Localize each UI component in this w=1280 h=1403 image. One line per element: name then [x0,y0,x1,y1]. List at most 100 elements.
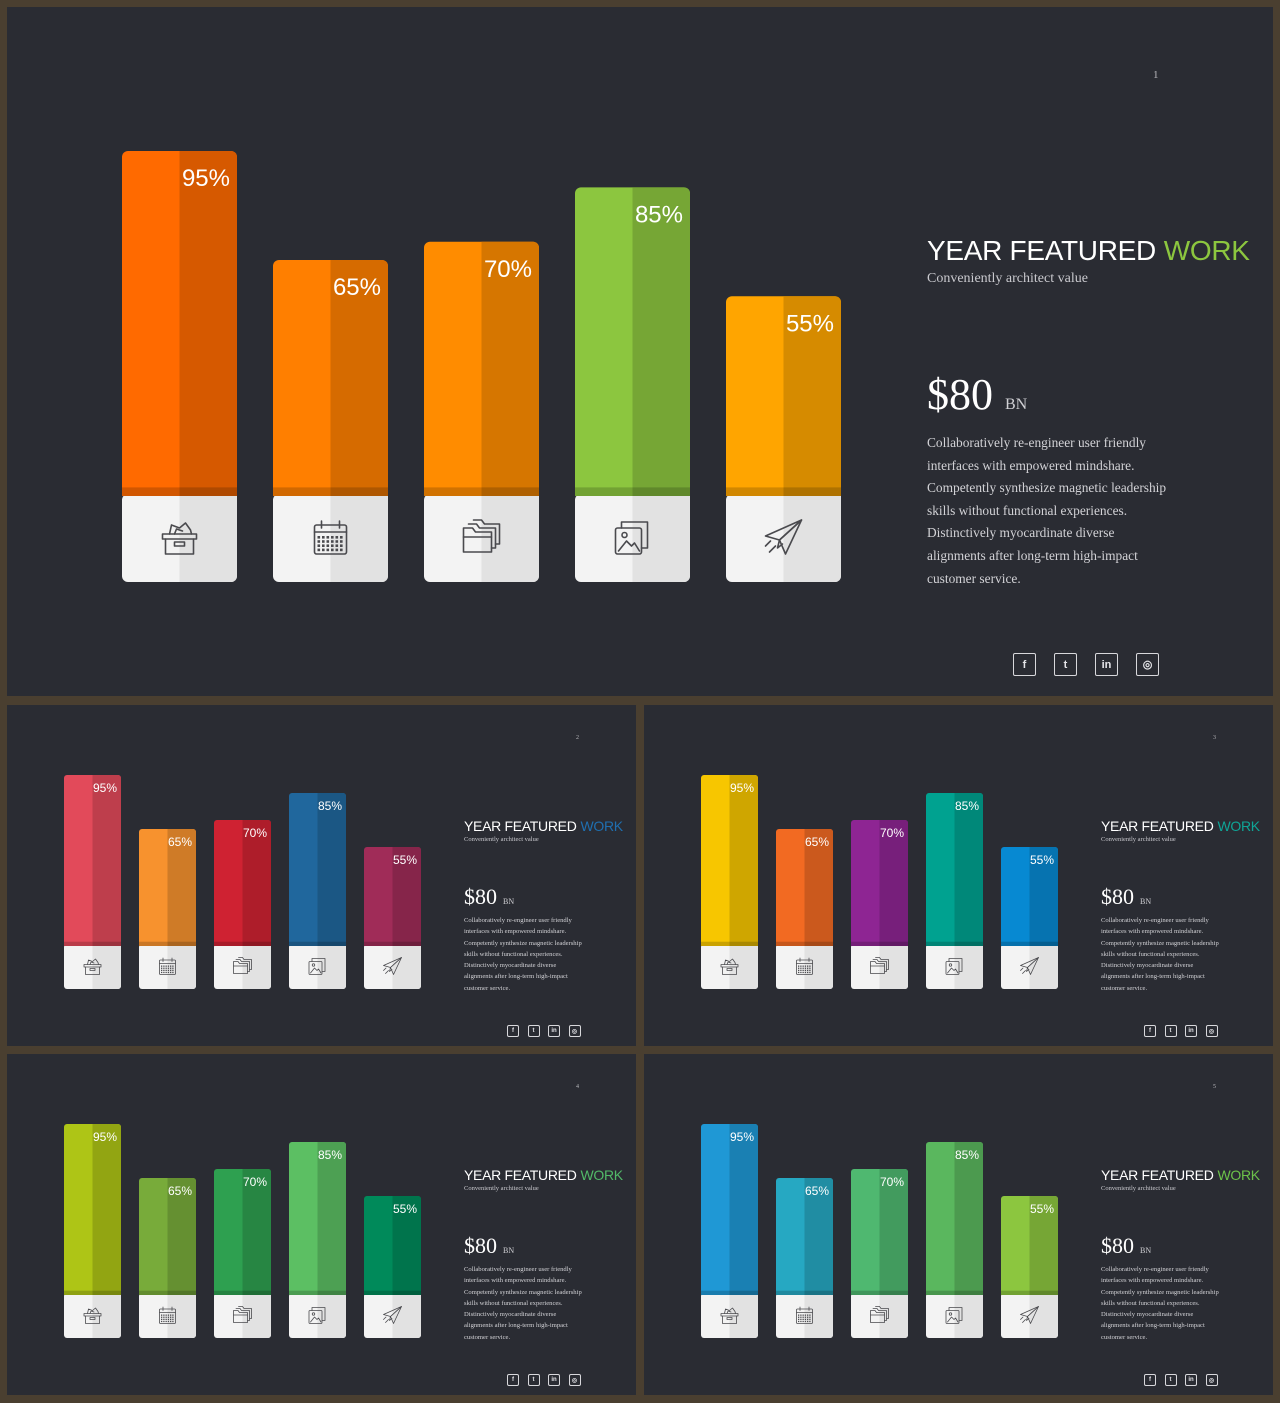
page-number: 5 [1213,1084,1216,1090]
icon-tile-shade-corner [481,576,539,582]
linkedin-icon[interactable]: in [1095,653,1118,676]
bar-bottom-shadow [289,1290,346,1295]
icon-tile-shade [330,494,388,576]
archive-box-icon [720,1307,739,1324]
bar-shade [92,775,121,946]
bar-value-label: 65% [805,1184,829,1198]
bar-group: 65% [139,829,196,989]
instagram-icon[interactable]: ◎ [1205,1025,1218,1037]
slide-title: YEAR FEATURED WORK [1101,818,1260,834]
slide-2: 95% 65% 70% 85% 55% 2 YEAR FEATURED WORK Conv… [7,705,636,1046]
amount-unit: BN [1140,897,1152,906]
icon-tile-shade [92,1293,121,1335]
facebook-icon[interactable]: f [1013,653,1036,676]
bar-bottom-shadow [424,487,539,496]
bar-shade [92,1124,121,1295]
twitter-icon[interactable]: t [527,1025,540,1037]
title-main: YEAR FEATURED [1101,1167,1214,1183]
bar-bottom-shadow [139,941,196,946]
linkedin-icon[interactable]: in [548,1025,560,1037]
linkedin-icon[interactable]: in [1185,1374,1197,1386]
bar-group: 55% [1001,847,1058,989]
icon-tile-shade-corner [242,986,271,989]
icon-tile-shade-corner [954,1335,983,1338]
instagram-icon[interactable]: ◎ [568,1025,581,1037]
page-number: 3 [1213,735,1216,741]
slide-subtitle: Conveniently architect value [1101,1185,1176,1192]
bar-value-label: 55% [786,310,834,337]
bar-group: 55% [726,296,841,582]
archive-box-icon [161,522,198,555]
bar-group: 70% [214,820,271,989]
bar-bottom-shadow [575,487,690,496]
bar-bottom-shadow [851,941,908,946]
paper-plane-icon [1020,957,1039,975]
linkedin-icon[interactable]: in [1185,1025,1197,1037]
bar-group: 85% [926,1142,983,1338]
icon-tile-shade [179,494,237,576]
page-number: 1 [1153,69,1159,81]
icon-tile-shade-corner [317,986,346,989]
icon-tile-shade [1029,1293,1058,1335]
twitter-icon[interactable]: t [527,1374,540,1386]
bar-group: 95% [122,151,237,582]
bar-shade [954,793,983,946]
facebook-icon[interactable]: f [1144,1374,1156,1386]
calendar-icon [159,1306,176,1324]
icon-tile-shade-corner [179,576,237,582]
title-main: YEAR FEATURED [464,818,577,834]
description: Collaboratively re-engineer user friendl… [927,435,1167,586]
bar-chart: 95% 65% 70% 85% 55% [64,775,421,989]
slide-4: 95% 65% 70% 85% 55% 4 YEAR FEATURED WORK Conv… [7,1054,636,1395]
icon-tile-shade [481,494,539,576]
facebook-icon[interactable]: f [507,1374,519,1386]
icon-tile-shade-corner [167,1335,196,1338]
archive-box-icon [720,958,739,975]
linkedin-icon[interactable]: in [548,1374,560,1386]
slide-title: YEAR FEATURED WORK [927,235,1250,267]
bar-shade [317,1142,346,1295]
icon-tile-shade [729,944,758,986]
title-accent: WORK [580,818,623,834]
bar-group: 70% [851,1169,908,1338]
bar-shade [729,775,758,946]
icon-tile-shade-corner [954,986,983,989]
slide-5: 95% 65% 70% 85% 55% 5 YEAR FEATURED WORK Conv… [644,1054,1273,1395]
calendar-icon [796,1306,813,1324]
calendar-icon [159,957,176,975]
twitter-icon[interactable]: t [1054,653,1077,676]
bar-bottom-shadow [273,487,388,496]
amount: $80 BN [927,369,1027,420]
facebook-icon[interactable]: f [1144,1025,1156,1037]
bar-group: 95% [64,775,121,989]
icon-tile-shade-corner [729,986,758,989]
facebook-icon[interactable]: f [507,1025,519,1037]
bar-shade [1029,1196,1058,1295]
twitter-icon[interactable]: t [1164,1374,1177,1386]
bar-bottom-shadow [726,487,841,496]
calendar-icon [313,520,348,555]
instagram-icon[interactable]: ◎ [1136,653,1159,676]
folder-icon [870,1306,889,1323]
bar-bottom-shadow [701,941,758,946]
bar-value-label: 70% [880,1175,904,1189]
amount-value: $80 [927,370,993,419]
twitter-icon[interactable]: t [1164,1025,1177,1037]
bar-chart: 95% 65% 70% 85% 55% [122,151,841,582]
instagram-icon[interactable]: ◎ [568,1374,581,1386]
paper-plane-icon [383,1306,402,1324]
slide-title: YEAR FEATURED WORK [464,818,623,834]
icon-tile-shade [729,1293,758,1335]
instagram-icon[interactable]: ◎ [1205,1374,1218,1386]
icon-tile-shade [804,944,833,986]
title-accent: WORK [1217,1167,1260,1183]
social-links: f t in ◎ [1013,653,1159,676]
description: Collaboratively re-engineer user friendl… [1101,917,1219,992]
amount: $80 BN [1101,1233,1151,1259]
title-accent: WORK [1163,235,1250,266]
bar-group: 65% [776,829,833,989]
slide-subtitle: Conveniently architect value [927,271,1088,286]
bar-value-label: 55% [393,1202,417,1216]
description: Collaboratively re-engineer user friendl… [1101,1266,1219,1341]
images-icon [614,521,649,555]
